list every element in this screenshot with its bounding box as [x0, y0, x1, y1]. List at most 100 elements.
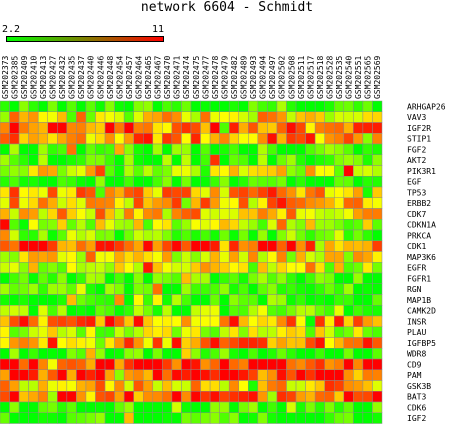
- heatmap-cell: [104, 391, 115, 403]
- heatmap-cell: [267, 326, 278, 338]
- heatmap-cell: [76, 186, 87, 198]
- heatmap-cell: [209, 154, 220, 166]
- heatmap-cell: [123, 165, 134, 177]
- heatmap-cell: [9, 186, 20, 198]
- heatmap-cell: [257, 305, 268, 317]
- heatmap-cell: [276, 358, 287, 370]
- heatmap-cell: [362, 272, 373, 284]
- column-label: GSM202540: [345, 55, 354, 99]
- color-scale-bar: [6, 36, 164, 42]
- heatmap-cell: [276, 251, 287, 263]
- heatmap-cell: [162, 337, 173, 349]
- heatmap-cell: [276, 337, 287, 349]
- heatmap-cell: [123, 262, 134, 274]
- heatmap-cell: [372, 208, 383, 220]
- heatmap-cell: [200, 251, 211, 263]
- heatmap-cell: [181, 326, 192, 338]
- heatmap-cell: [209, 326, 220, 338]
- heatmap-cell: [267, 165, 278, 177]
- heatmap-cell: [248, 122, 259, 134]
- heatmap-cell: [37, 326, 49, 338]
- heatmap-cell: [267, 348, 278, 360]
- heatmap-cell: [171, 133, 182, 145]
- column-label: GSM202518: [316, 55, 325, 99]
- heatmap-cell: [37, 358, 49, 370]
- heatmap-cell: [209, 283, 220, 295]
- heatmap-cell: [37, 154, 49, 166]
- heatmap-cell: [152, 305, 163, 317]
- heatmap-cell: [114, 305, 125, 317]
- heatmap-cell: [143, 358, 154, 370]
- heatmap-cell: [133, 240, 144, 252]
- heatmap-cell: [295, 186, 306, 198]
- heatmap-cell: [324, 294, 335, 306]
- heatmap-cell: [314, 315, 325, 327]
- heatmap-cell: [286, 272, 297, 284]
- heatmap-cell: [9, 133, 20, 145]
- heatmap-cell: [143, 294, 154, 306]
- heatmap-cell: [362, 229, 373, 241]
- heatmap-cell: [37, 208, 49, 220]
- heatmap-cell: [372, 176, 383, 188]
- column-label: GSM202508: [287, 55, 296, 99]
- heatmap-cell: [66, 176, 77, 188]
- heatmap-cell: [181, 380, 192, 392]
- heatmap-cell: [104, 283, 115, 295]
- column-label: GSM202482: [230, 55, 239, 99]
- heatmap-cell: [171, 294, 182, 306]
- heatmap-cell: [143, 165, 154, 177]
- heatmap-cell: [28, 272, 39, 284]
- heatmap-cell: [133, 337, 144, 349]
- heatmap-cell: [57, 229, 68, 241]
- column-label: GSM202446: [96, 55, 105, 99]
- heatmap-cell: [238, 229, 249, 241]
- heatmap-cell: [334, 348, 345, 360]
- heatmap-cell: [190, 358, 201, 370]
- row-label: RGN: [407, 285, 422, 294]
- heatmap-cell: [343, 100, 354, 112]
- heatmap-cell: [28, 154, 39, 166]
- heatmap-cell: [248, 401, 259, 413]
- heatmap-cell: [162, 251, 173, 263]
- heatmap-cell: [9, 294, 20, 306]
- row-label: CDK6: [407, 403, 426, 412]
- heatmap-cell: [85, 412, 96, 424]
- heatmap-cell: [114, 315, 125, 327]
- heatmap-cell: [209, 305, 220, 317]
- heatmap-cell: [66, 326, 77, 338]
- heatmap-cell: [314, 122, 325, 134]
- heatmap-cell: [28, 348, 39, 360]
- heatmap-cell: [85, 122, 96, 134]
- heatmap-cell: [353, 326, 364, 338]
- heatmap-cell: [57, 380, 68, 392]
- heatmap-cell: [257, 294, 268, 306]
- heatmap-cell: [95, 401, 106, 413]
- heatmap-cell: [276, 262, 287, 274]
- heatmap-cell: [238, 326, 249, 338]
- heatmap-cell: [314, 176, 325, 188]
- heatmap-cell: [267, 100, 278, 112]
- heatmap-cell: [286, 111, 297, 123]
- heatmap-cell: [238, 262, 249, 274]
- heatmap-cell: [324, 165, 335, 177]
- heatmap-cell: [295, 176, 306, 188]
- heatmap-cell: [286, 154, 297, 166]
- heatmap-cell: [372, 100, 383, 112]
- heatmap-cell: [123, 251, 134, 263]
- heatmap-cell: [286, 219, 297, 231]
- heatmap-cell: [343, 358, 354, 370]
- heatmap-cell: [372, 401, 383, 413]
- heatmap-cell: [123, 380, 134, 392]
- heatmap-cell: [181, 176, 192, 188]
- heatmap-cell: [152, 262, 163, 274]
- heatmap-cell: [9, 251, 20, 263]
- heatmap-cell: [295, 122, 306, 134]
- heatmap-cell: [47, 240, 58, 252]
- heatmap-cell: [372, 186, 383, 198]
- heatmap-cell: [314, 348, 325, 360]
- heatmap-cell: [257, 348, 268, 360]
- heatmap-cell: [28, 229, 39, 241]
- heatmap-cell: [228, 294, 239, 306]
- heatmap-cell: [104, 380, 115, 392]
- heatmap-cell: [209, 208, 220, 220]
